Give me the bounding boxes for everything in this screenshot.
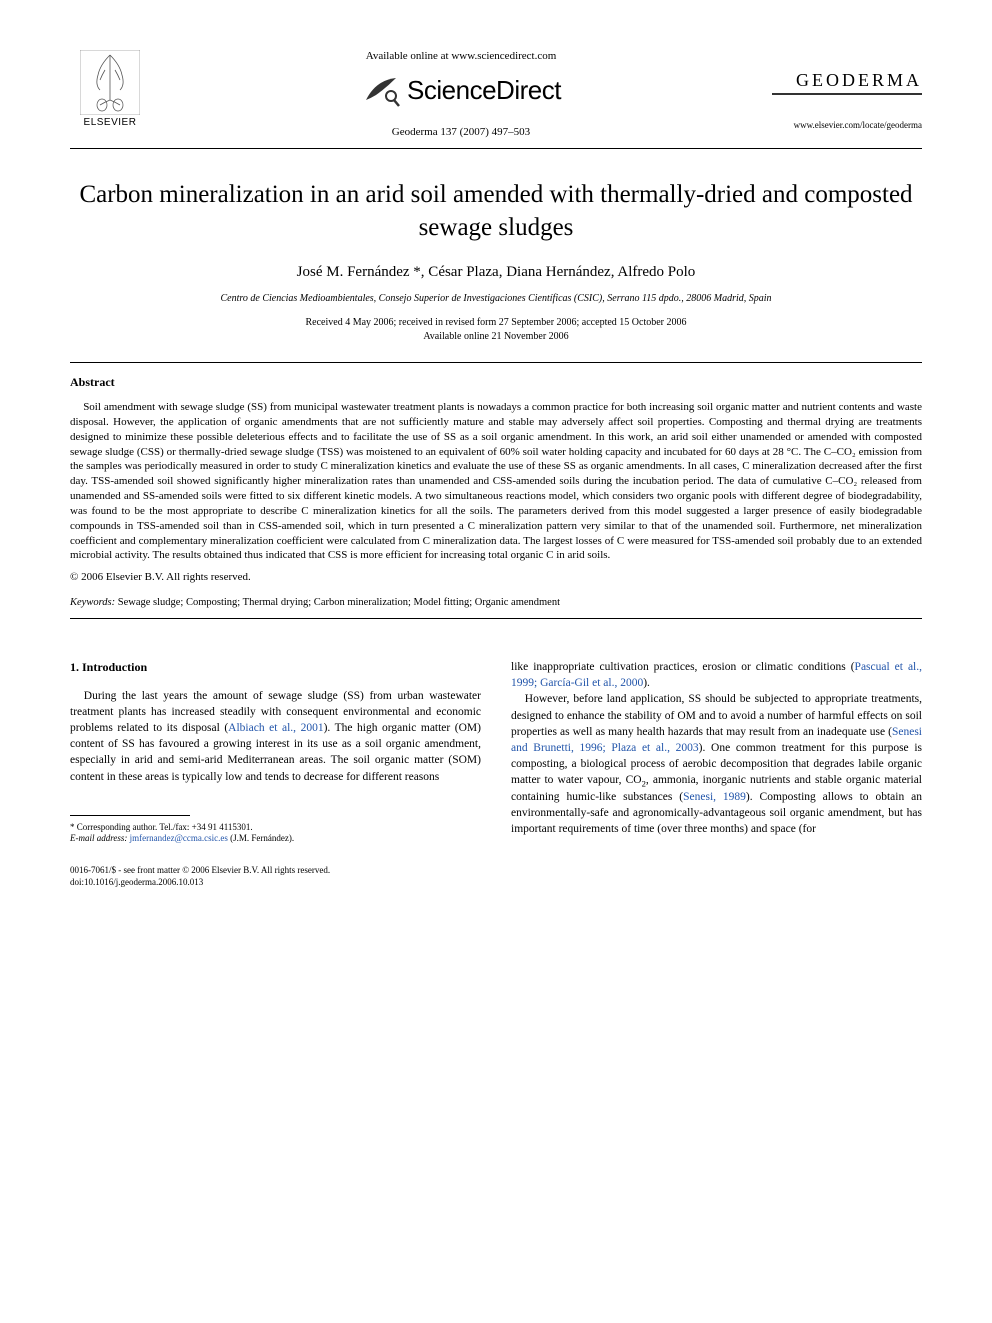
left-column: 1. Introduction During the last years th… xyxy=(70,659,481,888)
front-matter-line: 0016-7061/$ - see front matter © 2006 El… xyxy=(70,865,330,877)
intro-paragraph-2: However, before land application, SS sho… xyxy=(511,691,922,837)
footnote-block: * Corresponding author. Tel./fax: +34 91… xyxy=(70,822,481,845)
body-columns: 1. Introduction During the last years th… xyxy=(70,659,922,888)
elsevier-logo-block: ELSEVIER xyxy=(70,50,150,128)
elsevier-label: ELSEVIER xyxy=(84,117,137,128)
p2-text-a: However, before land application, SS sho… xyxy=(511,693,922,737)
abstract-heading: Abstract xyxy=(70,375,922,390)
abstract-bottom-rule xyxy=(70,618,922,619)
p1c-text-b: ). xyxy=(643,677,650,689)
email-line: E-mail address: jmfernandez@ccma.csic.es… xyxy=(70,833,481,845)
footnote-rule xyxy=(70,815,190,816)
header-center: Available online at www.sciencedirect.co… xyxy=(150,50,772,138)
abstract-text: Soil amendment with sewage sludge (SS) f… xyxy=(70,401,922,561)
journal-reference: Geoderma 137 (2007) 497–503 xyxy=(392,126,530,138)
email-after: (J.M. Fernández). xyxy=(228,833,294,843)
dates-received: Received 4 May 2006; received in revised… xyxy=(70,316,922,330)
sciencedirect-text: ScienceDirect xyxy=(407,75,561,106)
journal-logo-rule xyxy=(772,93,922,95)
abstract-body: Soil amendment with sewage sludge (SS) f… xyxy=(70,400,922,563)
keywords-label: Keywords: xyxy=(70,597,115,608)
available-online-text: Available online at www.sciencedirect.co… xyxy=(366,50,557,62)
right-column: like inappropriate cultivation practices… xyxy=(511,659,922,888)
doi-line: doi:10.1016/j.geoderma.2006.10.013 xyxy=(70,877,330,889)
abstract-top-rule xyxy=(70,362,922,363)
affiliation-line: Centro de Ciencias Medioambientales, Con… xyxy=(70,293,922,304)
footer-left: 0016-7061/$ - see front matter © 2006 El… xyxy=(70,865,330,888)
sciencedirect-swoosh-icon xyxy=(361,70,401,110)
intro-paragraph-1: During the last years the amount of sewa… xyxy=(70,688,481,785)
header-right: GEODERMA www.elsevier.com/locate/geoderm… xyxy=(772,50,922,130)
p1c-text-a: like inappropriate cultivation practices… xyxy=(511,661,855,673)
keywords-line: Keywords: Sewage sludge; Composting; The… xyxy=(70,597,922,608)
journal-logo: GEODERMA xyxy=(796,70,922,91)
header-rule xyxy=(70,148,922,149)
article-title: Carbon mineralization in an arid soil am… xyxy=(70,179,922,244)
copyright-line: © 2006 Elsevier B.V. All rights reserved… xyxy=(70,571,922,583)
intro-paragraph-1-cont: like inappropriate cultivation practices… xyxy=(511,659,922,691)
section-1-heading: 1. Introduction xyxy=(70,659,481,676)
corresponding-author: * Corresponding author. Tel./fax: +34 91… xyxy=(70,822,481,834)
elsevier-tree-icon xyxy=(80,50,140,115)
email-label: E-mail address: xyxy=(70,833,127,843)
email-link[interactable]: jmfernandez@ccma.csic.es xyxy=(127,833,228,843)
dates-online: Available online 21 November 2006 xyxy=(70,330,922,344)
journal-url: www.elsevier.com/locate/geoderma xyxy=(794,120,922,130)
footer-row: 0016-7061/$ - see front matter © 2006 El… xyxy=(70,865,481,888)
keywords-value: Sewage sludge; Composting; Thermal dryin… xyxy=(115,597,560,608)
citation-link[interactable]: Albiach et al., 2001 xyxy=(228,722,323,734)
citation-link[interactable]: Senesi, 1989 xyxy=(683,791,746,803)
authors-line: José M. Fernández *, César Plaza, Diana … xyxy=(70,264,922,281)
sciencedirect-logo: ScienceDirect xyxy=(361,70,561,110)
dates-block: Received 4 May 2006; received in revised… xyxy=(70,316,922,344)
header-row: ELSEVIER Available online at www.science… xyxy=(70,50,922,138)
